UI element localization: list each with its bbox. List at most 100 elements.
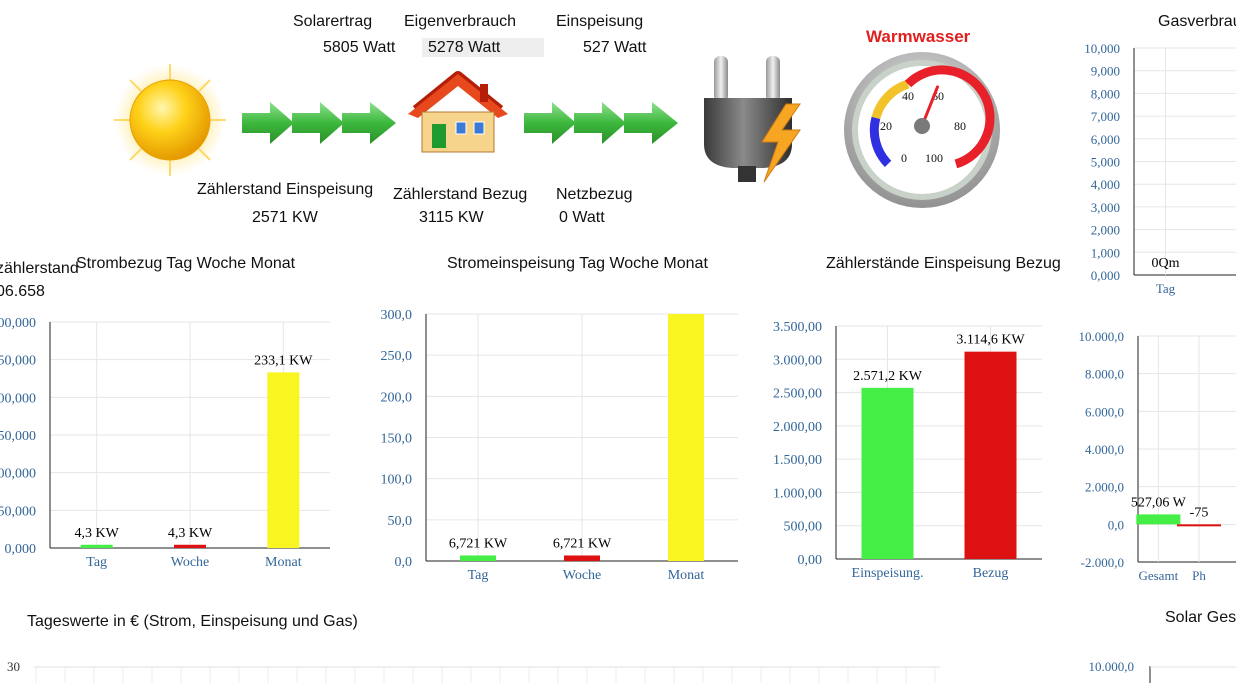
left-cut-value: 06.658 [0, 283, 45, 300]
tageswerte-chart: 30 [7, 659, 940, 683]
gauge-tick-label: 80 [954, 119, 966, 133]
bar-woche [564, 555, 600, 561]
y-tick-label: 50,000 [0, 504, 36, 519]
power-plug-icon [704, 56, 801, 183]
data-label: 3.114,6 KW [956, 333, 1025, 348]
y-tick-label: 30 [7, 659, 20, 674]
solar-gesamt-chart: 10.000,0 [1089, 659, 1236, 683]
y-tick-label: 0,0 [1108, 517, 1124, 532]
y-tick-label: 2.000,00 [773, 420, 822, 435]
chart-title-tageswerte: Tageswerte in € (Strom, Einspeisung und … [27, 613, 358, 630]
eigenverbrauch-label: Eigenverbrauch [404, 13, 517, 30]
x-tick-label: Bezug [973, 566, 1009, 581]
zaehlerstand-einspeisung-label: Zählerstand Einspeisung [197, 181, 374, 198]
chart-title-strombezug: Strombezug Tag Woche Monat [76, 255, 296, 272]
gauge-tick-label: 0 [901, 151, 907, 165]
solarertrag-label: Solarertrag [293, 13, 373, 30]
flow-arrows-icon [524, 102, 678, 144]
einspeisung-value: 527 Watt [583, 39, 647, 56]
flow-arrows-icon [242, 102, 396, 144]
y-tick-label: 200,0 [381, 390, 413, 405]
y-tick-label: 100,0 [381, 473, 413, 488]
bar-einspeisung [861, 387, 914, 559]
zaehlerstand-bezug-value: 3115 KW [419, 209, 484, 226]
y-tick-label: 2.000,0 [1085, 480, 1124, 495]
bar-gesamt [1136, 514, 1181, 525]
x-tick-label: Monat [265, 555, 302, 570]
x-tick-label: Gesamt [1138, 568, 1178, 583]
y-tick-label: 8.000,0 [1085, 367, 1124, 382]
bar-ph [1177, 524, 1221, 527]
y-tick-label: 10.000,0 [1089, 659, 1135, 674]
data-label: 0Qm [1152, 256, 1180, 271]
chart-title-gasverbrauch: Gasverbrau [1158, 13, 1236, 30]
data-label: 4,3 KW [168, 526, 213, 541]
y-tick-label: 50,000 [0, 354, 36, 369]
y-tick-label: 50,000 [0, 429, 36, 444]
y-tick-label: 8,000 [1091, 86, 1120, 101]
y-tick-label: 0,0 [395, 555, 413, 570]
x-tick-label: Einspeisung. [852, 566, 924, 581]
zaehlerstaende-chart: 0,00 500,00 1.000,00 1.500,00 2.000,00 2.500,… [773, 320, 1042, 581]
gauge-tick-label: 40 [902, 89, 914, 103]
stromeinspeisung-chart: 0,0 50,0 100,0 150,0 200,0 250,0 300,0 6,721 KW… [381, 308, 738, 583]
warmwasser-gauge: 0 20 40 60 80 100 [844, 52, 1000, 208]
x-tick-label: Woche [563, 568, 602, 583]
zaehlerstand-bezug-label: Zählerstand Bezug [393, 186, 528, 203]
chart-title-zaehlerstaende: Zählerstände Einspeisung Bezug [826, 255, 1061, 272]
y-tick-label: 4,000 [1091, 177, 1120, 192]
y-tick-label: 00,000 [0, 316, 36, 331]
data-label: 4,3 KW [75, 526, 120, 541]
x-tick-label: Tag [86, 555, 107, 570]
y-tick-label: 10,000 [1084, 41, 1120, 56]
bar-tag [460, 555, 496, 561]
strombezug-chart: 0,000 50,000 00,000 50,000 00,000 50,000 00,00… [0, 316, 330, 570]
bar-monat [668, 314, 704, 561]
leistung-chart: -2.000,0 0,0 2.000,0 4.000,0 6.000,0 8.000,0 1… [1079, 329, 1236, 583]
eigenverbrauch-value: 5278 Watt [422, 38, 544, 57]
y-tick-label: 3.500,00 [773, 320, 822, 335]
gauge-tick-label: 100 [925, 151, 943, 165]
y-tick-label: 6,000 [1091, 132, 1120, 147]
data-label: 2.571,2 KW [853, 369, 923, 384]
chart-title-solar-gesamt: Solar Ges [1165, 609, 1236, 626]
x-tick-label: Ph [1192, 568, 1206, 583]
data-label: -75 [1190, 505, 1209, 520]
bar-tag [80, 544, 113, 548]
bar-monat [267, 372, 300, 548]
solarertrag-value: 5805 Watt [323, 39, 396, 56]
sun-icon [114, 64, 226, 176]
data-label: 6,721 KW [553, 536, 612, 551]
y-tick-label: 9,000 [1091, 64, 1120, 79]
x-tick-label: Woche [171, 555, 210, 570]
bar-woche [174, 544, 206, 548]
y-tick-label: 00,000 [0, 391, 36, 406]
y-tick-label: 3,000 [1091, 200, 1120, 215]
einspeisung-label: Einspeisung [556, 13, 644, 30]
netzbezug-value: 0 Watt [559, 209, 605, 226]
y-tick-label: 1,000 [1091, 245, 1120, 260]
y-tick-label: 50,0 [388, 514, 413, 529]
y-tick-label: 4.000,0 [1085, 442, 1124, 457]
warmwasser-label: Warmwasser [866, 27, 971, 46]
y-tick-label: 500,00 [784, 520, 823, 535]
x-tick-label: Monat [668, 568, 705, 583]
chart-title-stromeinspeisung: Stromeinspeisung Tag Woche Monat [447, 255, 708, 272]
y-tick-label: 2.500,00 [773, 387, 822, 402]
y-tick-label: 3.000,00 [773, 353, 822, 368]
y-tick-label: 0,00 [798, 553, 823, 568]
data-label: 6,721 KW [449, 536, 508, 551]
y-tick-label: 5,000 [1091, 155, 1120, 170]
y-tick-label: 7,000 [1091, 109, 1120, 124]
y-tick-label: 10.000,0 [1079, 329, 1125, 344]
y-tick-label: 0,000 [1091, 268, 1120, 283]
house-icon [408, 71, 508, 153]
y-tick-label: 250,0 [381, 349, 413, 364]
y-tick-label: 00,000 [0, 467, 36, 482]
y-tick-label: 2,000 [1091, 223, 1120, 238]
y-tick-label: 1.500,00 [773, 453, 822, 468]
y-tick-label: 150,0 [381, 432, 413, 447]
left-cut-label: zählerstand [0, 260, 79, 277]
y-tick-label: 0,000 [5, 542, 37, 557]
y-tick-label: 300,0 [381, 308, 413, 323]
